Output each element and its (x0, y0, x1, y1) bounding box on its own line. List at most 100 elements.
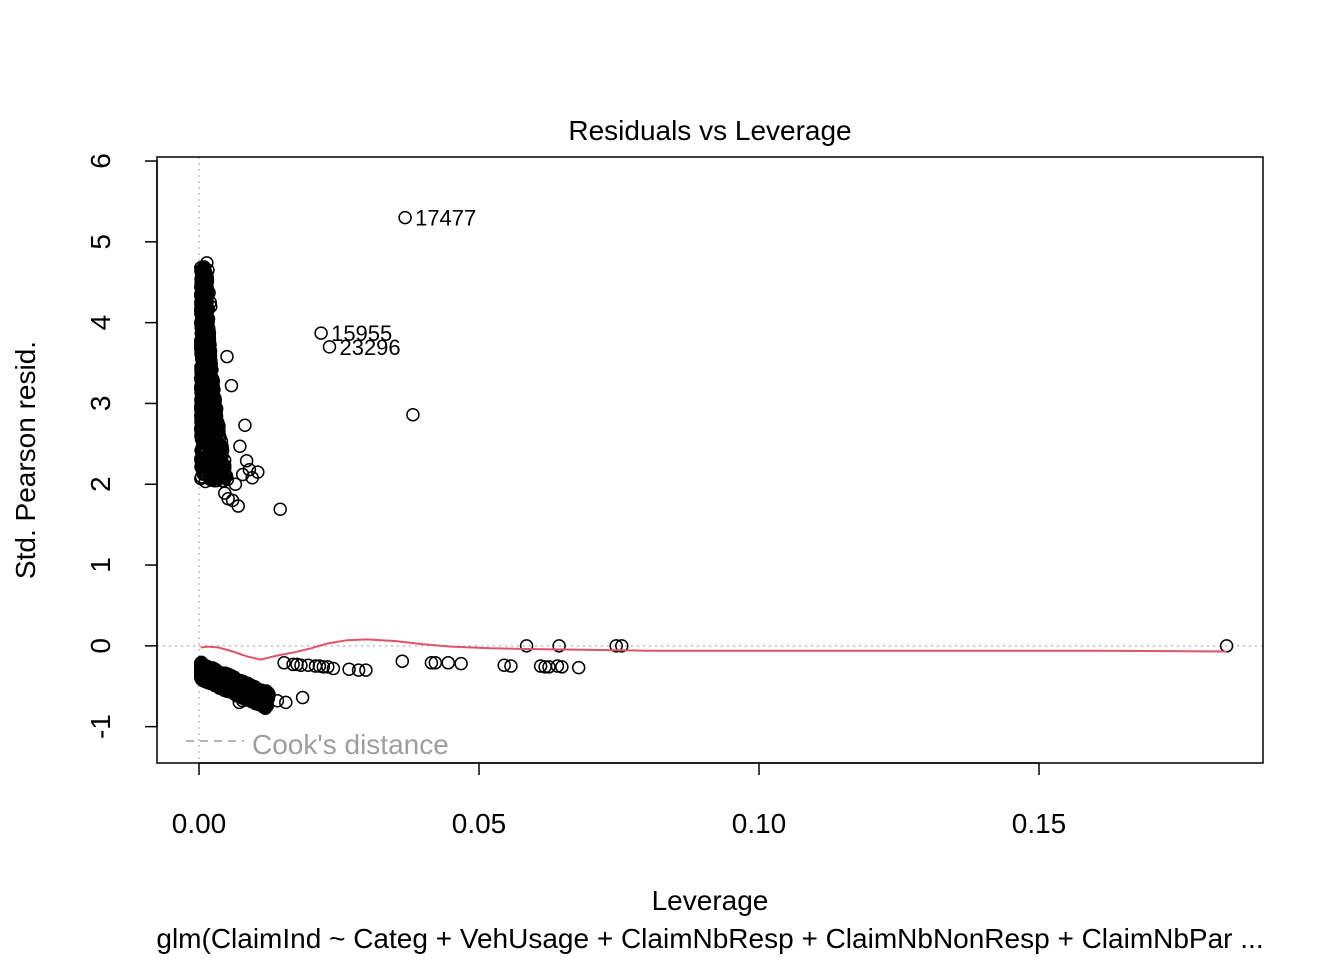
legend-label: Cook's distance (252, 729, 449, 760)
residual-point (220, 349, 234, 364)
residual-point (201, 263, 215, 277)
residual-point (218, 486, 232, 500)
x-tick-label: 0.15 (1012, 808, 1067, 839)
y-tick-label: 4 (85, 315, 116, 331)
residual-point (245, 471, 259, 485)
y-tick-label: 0 (85, 638, 116, 654)
residual-point (204, 393, 219, 408)
residual-point (228, 477, 243, 491)
residual-point (239, 677, 254, 692)
residual-point (201, 332, 215, 347)
x-axis: 0.00 0.05 0.10 0.15 (172, 762, 1067, 839)
residual-point (270, 694, 285, 708)
residual-point (222, 684, 236, 699)
data-points (196, 210, 1234, 710)
residual-point (203, 349, 218, 363)
point-cloud (193, 260, 276, 716)
residual-point (424, 656, 439, 670)
point-label: 17477 (415, 206, 476, 231)
residual-point (227, 671, 242, 685)
residual-point (199, 322, 214, 337)
residual-point (235, 467, 250, 482)
residual-point (200, 256, 214, 270)
residual-point (249, 695, 263, 710)
residual-point (542, 660, 556, 674)
residual-point (202, 285, 216, 300)
residual-point (203, 295, 217, 310)
residual-point (199, 318, 213, 333)
labeled-residual-point (322, 340, 337, 354)
residual-point (199, 668, 213, 683)
residual-point (286, 657, 300, 672)
residual-point (194, 346, 208, 361)
point-label: 23296 (339, 335, 400, 360)
residual-point (406, 408, 420, 422)
residual-point (351, 663, 366, 677)
residual-point (257, 700, 272, 714)
residual-point (232, 695, 247, 710)
residual-point (1219, 639, 1234, 653)
residual-point (359, 663, 373, 677)
residual-point (609, 639, 623, 653)
residual-point (238, 418, 252, 433)
residual-point (571, 660, 586, 675)
x-tick-label: 0.00 (172, 808, 227, 839)
residual-point (262, 687, 276, 702)
y-tick-label: 1 (85, 557, 116, 573)
smoothed-trend-line (200, 638, 1227, 661)
residual-point (211, 665, 226, 679)
residual-point (294, 658, 308, 672)
point-label: 15955 (331, 321, 392, 346)
residual-point (207, 463, 222, 477)
residual-point (428, 656, 443, 670)
residual-point (231, 499, 245, 513)
chart-title: Residuals vs Leverage (568, 115, 851, 146)
residual-point (204, 299, 218, 314)
x-tick-label: 0.10 (732, 808, 787, 839)
residual-point (197, 424, 212, 439)
residual-point (242, 462, 257, 477)
residual-point (273, 502, 287, 517)
residual-point (615, 639, 629, 653)
residual-point (233, 439, 247, 454)
residual-point (225, 681, 240, 695)
residual-point (214, 452, 228, 466)
residual-point (204, 443, 218, 458)
residual-point (342, 662, 356, 677)
residual-point (195, 334, 210, 348)
cooks-distance-legend: Cook's distance (186, 729, 449, 760)
residual-point (533, 659, 548, 673)
residual-point (555, 660, 569, 674)
residual-point (209, 405, 223, 419)
residual-point (519, 639, 534, 653)
y-axis: -1 0 1 2 3 4 5 6 (85, 153, 158, 739)
residual-point (201, 386, 216, 400)
residual-point (197, 360, 212, 375)
residual-point (441, 656, 455, 670)
y-axis-label: Std. Pearson resid. (10, 341, 41, 579)
y-tick-label: 2 (85, 476, 116, 492)
residual-point (224, 378, 239, 393)
residual-point (197, 263, 212, 277)
residual-point (200, 392, 214, 407)
residual-point (205, 667, 220, 681)
residual-point (316, 660, 331, 674)
residual-point (196, 309, 210, 323)
residual-point (321, 660, 335, 674)
y-tick-label: -1 (85, 714, 116, 739)
residual-point (211, 421, 226, 435)
labeled-residual-point (314, 326, 328, 340)
residual-point (205, 372, 219, 387)
residual-point (239, 454, 254, 468)
residual-point (277, 656, 291, 670)
x-axis-label: Leverage (652, 885, 769, 916)
model-formula-caption: glm(ClaimInd ~ Categ + VehUsage + ClaimN… (156, 923, 1263, 954)
residual-point (497, 658, 511, 672)
labeled-residual-point (398, 210, 412, 225)
residual-point (550, 659, 565, 673)
residual-point (395, 654, 410, 668)
y-tick-label: 3 (85, 396, 116, 412)
residual-point (218, 461, 232, 475)
